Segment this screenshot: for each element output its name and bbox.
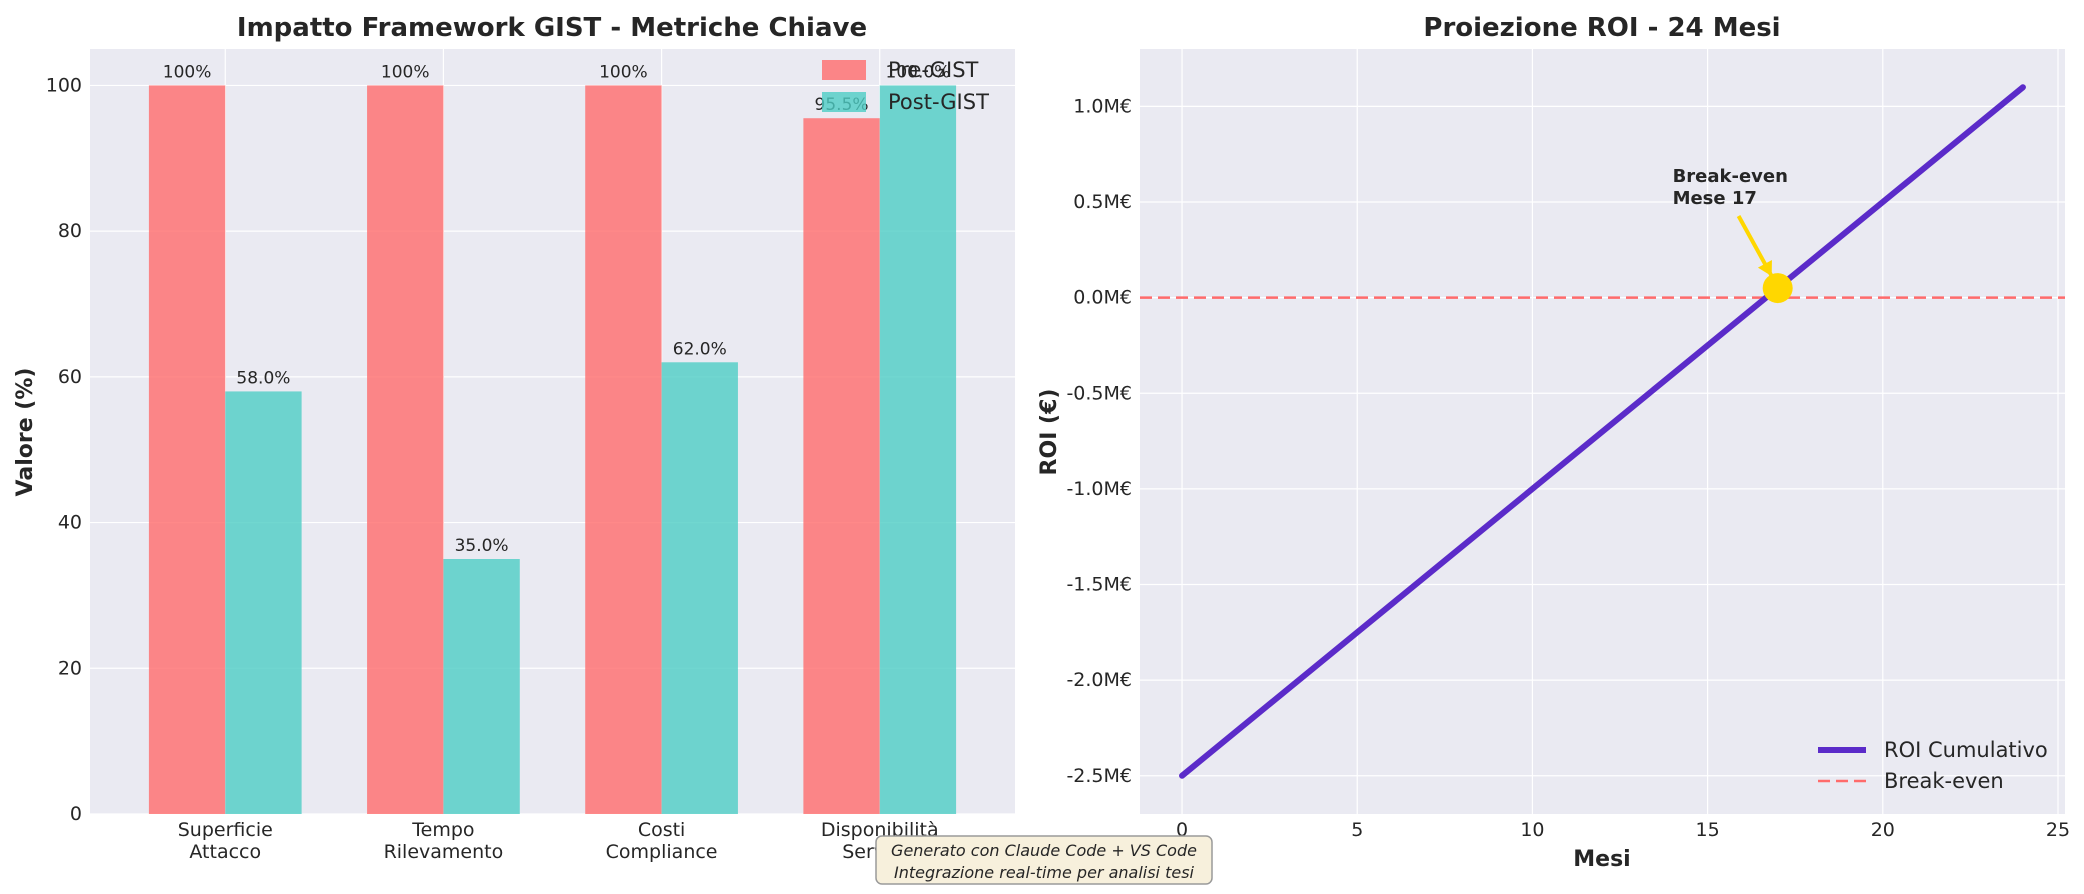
- impact-bar-chart: 100%100%100%95.5%58.0%35.0%62.0%100.0% 0…: [13, 13, 1015, 863]
- right-x-axis-label: Mesi: [1573, 847, 1630, 872]
- footnote-line-2: Integrazione real-time per analisi tesi: [894, 863, 1195, 882]
- right-chart-title: Proiezione ROI - 24 Mesi: [1423, 13, 1780, 43]
- right-y-tick-label: 0.0M€: [1073, 287, 1132, 309]
- right-x-tick-label: 25: [2046, 819, 2070, 841]
- bar-pre-gist: [148, 85, 226, 814]
- right-legend: ROI Cumulativo Break-even: [1818, 738, 2048, 793]
- right-y-tick-label: -0.5M€: [1066, 382, 1132, 404]
- bar-value-label: 58.0%: [236, 368, 290, 388]
- right-y-ticks: 1.0M€ 0.5M€ 0.0M€ -0.5M€ -1.0M€ -1.5M€ -2.0M€ -…: [1066, 95, 1132, 786]
- right-y-tick-label: -1.5M€: [1066, 574, 1132, 596]
- left-y-tick-label: 100: [46, 74, 82, 96]
- right-y-tick-label: 0.5M€: [1073, 191, 1132, 213]
- left-x-tick-label: Rilevamento: [384, 841, 504, 863]
- bar-post-gist: [879, 85, 957, 814]
- left-y-tick-label: 20: [58, 657, 82, 679]
- annotation-text: Break-even: [1673, 166, 1788, 187]
- right-y-axis-label: ROI (€): [1037, 389, 1062, 476]
- bar-value-label: 62.0%: [673, 339, 727, 359]
- right-x-tick-label: 20: [1871, 819, 1895, 841]
- bar-pre-gist: [803, 118, 880, 814]
- left-y-axis-label: Valore (%): [13, 368, 38, 497]
- bar-value-label: 35.0%: [455, 536, 509, 556]
- bar-value-label: 100%: [381, 62, 430, 82]
- right-y-tick-label: 1.0M€: [1073, 95, 1132, 117]
- bar-value-label: 100%: [163, 62, 212, 82]
- footnote-box: Generato con Claude Code + VS Code Integ…: [875, 835, 1213, 885]
- legend-swatch-post-gist: [822, 92, 866, 112]
- right-x-tick-label: 10: [1520, 819, 1544, 841]
- left-x-tick-label: Superficie: [178, 819, 273, 841]
- right-y-tick-label: -2.5M€: [1066, 765, 1132, 787]
- bar-post-gist: [443, 559, 520, 814]
- legend-label-pre-gist: Pre-GIST: [888, 58, 979, 82]
- annotation-text: Mese 17: [1673, 188, 1757, 209]
- right-y-tick-label: -1.0M€: [1066, 478, 1132, 500]
- bar-pre-gist: [367, 85, 444, 814]
- left-x-tick-label: Tempo: [411, 819, 474, 841]
- left-y-tick-label: 60: [58, 366, 82, 388]
- left-x-tick-label: Compliance: [606, 841, 718, 863]
- left-y-ticks: 0 20 40 60 80 100: [46, 74, 82, 825]
- left-legend: Pre-GIST Post-GIST: [822, 58, 989, 114]
- bar-value-label: 100.0%: [886, 62, 951, 82]
- legend-swatch-pre-gist: [822, 60, 866, 80]
- bar-value-label: 100%: [599, 62, 648, 82]
- roi-cumulative-line: [1179, 84, 2026, 779]
- left-x-tick-label: Attacco: [189, 841, 261, 863]
- legend-label-break-even: Break-even: [1884, 769, 2004, 793]
- left-bars: [148, 85, 957, 814]
- annotation-arrowhead: [1757, 259, 1772, 277]
- bar-post-gist: [225, 391, 302, 814]
- bar-post-gist: [661, 362, 738, 814]
- roi-line-chart: 1.0M€ 0.5M€ 0.0M€ -0.5M€ -1.0M€ -1.5M€ -2.0M€ -…: [1037, 13, 2070, 872]
- right-series: [1140, 84, 2065, 779]
- right-x-tick-label: 15: [1696, 819, 1720, 841]
- right-x-tick-label: 5: [1351, 819, 1363, 841]
- right-y-tick-label: -2.0M€: [1066, 669, 1132, 691]
- break-even-marker: [1762, 273, 1793, 304]
- bar-pre-gist: [585, 85, 662, 814]
- left-y-tick-label: 0: [70, 803, 82, 825]
- left-x-tick-label: Costi: [638, 819, 686, 841]
- left-chart-title: Impatto Framework GIST - Metriche Chiave: [237, 13, 867, 43]
- legend-label-roi: ROI Cumulativo: [1884, 738, 2048, 762]
- right-x-ticks: 0 5 10 15 20 25: [1176, 819, 2070, 841]
- footnote-line-1: Generato con Claude Code + VS Code: [891, 841, 1197, 860]
- legend-label-post-gist: Post-GIST: [888, 90, 989, 114]
- left-y-tick-label: 40: [58, 512, 82, 534]
- left-y-tick-label: 80: [58, 220, 82, 242]
- left-bar-labels: 100%100%100%95.5%58.0%35.0%62.0%100.0%: [163, 62, 951, 556]
